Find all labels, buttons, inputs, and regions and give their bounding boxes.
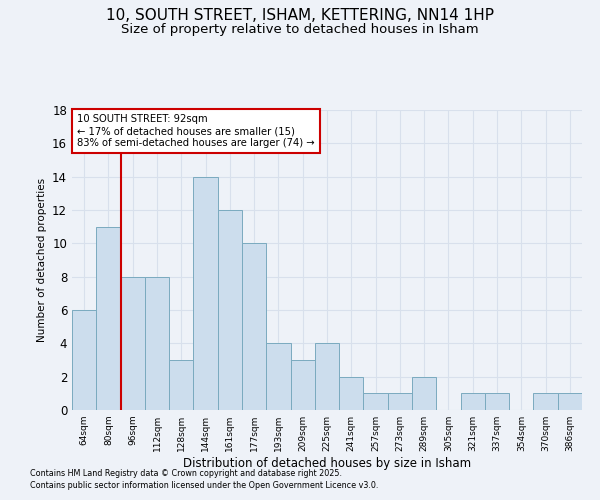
Bar [364, 394, 388, 410]
Bar [339, 376, 364, 410]
Bar [461, 394, 485, 410]
Bar [533, 394, 558, 410]
Y-axis label: Number of detached properties: Number of detached properties [37, 178, 47, 342]
Bar [266, 344, 290, 410]
Bar [145, 276, 169, 410]
Text: Contains public sector information licensed under the Open Government Licence v3: Contains public sector information licen… [30, 481, 379, 490]
Text: 10, SOUTH STREET, ISHAM, KETTERING, NN14 1HP: 10, SOUTH STREET, ISHAM, KETTERING, NN14… [106, 8, 494, 22]
Bar [242, 244, 266, 410]
Bar [558, 394, 582, 410]
Text: 10 SOUTH STREET: 92sqm
← 17% of detached houses are smaller (15)
83% of semi-det: 10 SOUTH STREET: 92sqm ← 17% of detached… [77, 114, 315, 148]
Bar [169, 360, 193, 410]
Bar [388, 394, 412, 410]
Bar [72, 310, 96, 410]
Bar [193, 176, 218, 410]
Bar [485, 394, 509, 410]
Text: Contains HM Land Registry data © Crown copyright and database right 2025.: Contains HM Land Registry data © Crown c… [30, 468, 342, 477]
Bar [218, 210, 242, 410]
Bar [121, 276, 145, 410]
Bar [96, 226, 121, 410]
Bar [412, 376, 436, 410]
X-axis label: Distribution of detached houses by size in Isham: Distribution of detached houses by size … [183, 457, 471, 470]
Bar [315, 344, 339, 410]
Bar [290, 360, 315, 410]
Text: Size of property relative to detached houses in Isham: Size of property relative to detached ho… [121, 22, 479, 36]
